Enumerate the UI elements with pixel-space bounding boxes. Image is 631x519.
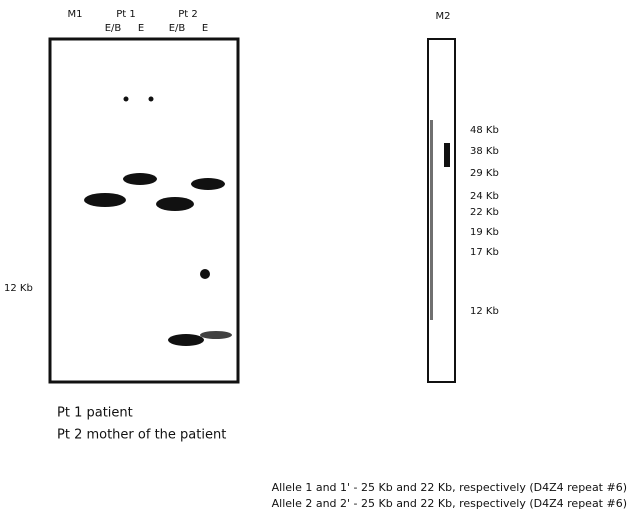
lane-label: Pt 2 xyxy=(178,9,198,20)
marker-strip xyxy=(427,38,456,383)
marker-label: 19 Kb xyxy=(470,227,499,238)
legend-text: Pt 2 mother of the patient xyxy=(57,428,226,443)
lane-label: Pt 1 xyxy=(116,9,136,20)
marker-label: 38 Kb xyxy=(470,146,499,157)
marker-label: 24 Kb xyxy=(470,191,499,202)
lane-label: M2 xyxy=(436,11,451,22)
marker-label: 48 Kb xyxy=(470,125,499,136)
gel-frame xyxy=(48,37,240,384)
legend-text: Pt 1 patient xyxy=(57,406,133,421)
marker-label: 22 Kb xyxy=(470,207,499,218)
lane-label: E xyxy=(138,23,144,34)
marker-labels: 48 Kb 38 Kb 29 Kb 24 Kb 22 Kb 19 Kb 17 Kb 12 Kb xyxy=(470,125,499,317)
lane-label: E/B xyxy=(105,23,122,34)
marker-bands xyxy=(430,120,450,320)
marker-label: 17 Kb xyxy=(470,247,499,258)
lane-label: E xyxy=(202,23,208,34)
caption: Allele 2 and 2' - 25 Kb and 22 Kb, respe… xyxy=(272,497,627,510)
marker-label: 12 Kb xyxy=(470,306,499,317)
lane-label: E/B xyxy=(169,23,186,34)
bands xyxy=(84,96,232,346)
lane-label: M1 xyxy=(68,9,83,20)
marker-label: 12 Kb xyxy=(4,283,33,294)
caption: Allele 1 and 1' - 25 Kb and 22 Kb, respe… xyxy=(272,481,627,494)
marker-label: 29 Kb xyxy=(470,168,499,179)
